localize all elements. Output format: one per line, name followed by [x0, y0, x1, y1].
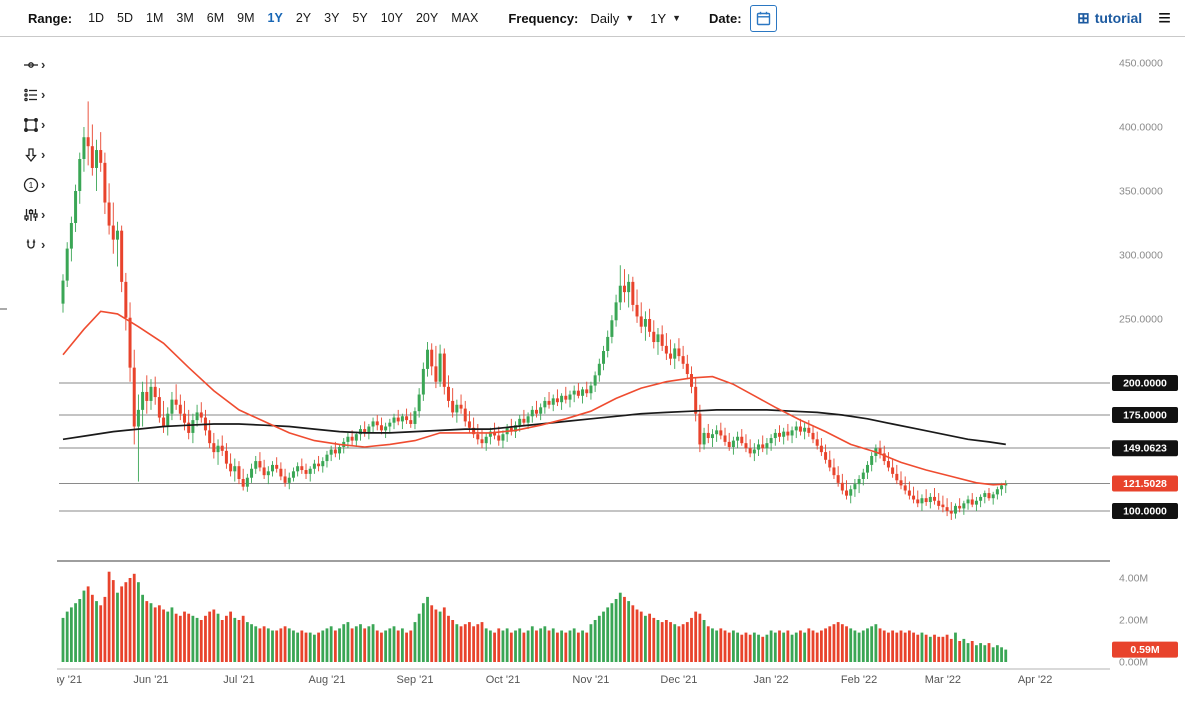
range-button-max[interactable]: MAX	[445, 8, 484, 28]
shape-tool[interactable]: ›	[22, 111, 57, 138]
svg-text:Jul '21: Jul '21	[223, 674, 254, 686]
svg-text:May '21: May '21	[57, 674, 82, 686]
range-buttons: 1D 5D 1M 3M 6M 9M 1Y 2Y 3Y 5Y 10Y 20Y MAX	[82, 8, 484, 28]
grid-icon: ⊞	[1077, 9, 1090, 27]
svg-text:Jan '22: Jan '22	[754, 674, 789, 686]
svg-text:4.00M: 4.00M	[1119, 573, 1148, 585]
sliders-icon	[24, 208, 38, 221]
range-button-3m[interactable]: 3M	[170, 8, 199, 28]
period-select[interactable]: 1Y ▼	[646, 8, 685, 29]
frequency-select[interactable]: Daily ▼	[586, 8, 638, 29]
svg-text:450.0000: 450.0000	[1119, 58, 1163, 70]
range-button-1d[interactable]: 1D	[82, 8, 110, 28]
range-label: Range:	[28, 10, 73, 26]
svg-text:Mar '22: Mar '22	[925, 674, 961, 686]
magnet-snap-tool[interactable]: ›	[22, 231, 57, 258]
brand-text: tutorial	[1094, 10, 1143, 26]
range-button-1y[interactable]: 1Y	[262, 8, 289, 28]
period-value: 1Y	[650, 10, 667, 26]
date-label: Date:	[709, 10, 742, 26]
indicator-settings-tool[interactable]: ›	[22, 201, 57, 228]
arrow-down-icon	[25, 147, 37, 162]
drawings-list-tool[interactable]: ›	[22, 81, 57, 108]
chevron-down-icon: ▼	[625, 13, 635, 23]
time-axis-labels: May '21 Jun '21 Jul '21 Aug '21 Sep '21 Oct '…	[57, 674, 1052, 686]
range-button-10y[interactable]: 10Y	[375, 8, 409, 28]
svg-text:400.0000: 400.0000	[1119, 122, 1163, 134]
left-edge-tick	[0, 308, 7, 310]
chevron-right-icon: ›	[41, 237, 46, 252]
svg-text:121.5028: 121.5028	[1123, 478, 1167, 490]
chart-area[interactable]: 450.0000 400.0000 350.0000 300.0000 250.0000…	[57, 37, 1185, 701]
svg-text:Dec '21: Dec '21	[660, 674, 697, 686]
volume-bars	[61, 571, 1008, 662]
svg-text:149.0623: 149.0623	[1123, 443, 1167, 455]
svg-text:0.59M: 0.59M	[1130, 644, 1159, 656]
magnet-icon	[26, 239, 36, 249]
svg-text:Feb '22: Feb '22	[841, 674, 877, 686]
chevron-right-icon: ›	[41, 87, 46, 102]
range-button-1m[interactable]: 1M	[140, 8, 169, 28]
svg-text:Apr '22: Apr '22	[1018, 674, 1053, 686]
range-button-5y[interactable]: 5Y	[346, 8, 373, 28]
svg-text:300.0000: 300.0000	[1119, 250, 1163, 262]
frequency-label: Frequency:	[508, 10, 579, 26]
svg-text:Nov '21: Nov '21	[572, 674, 609, 686]
svg-text:Sep '21: Sep '21	[397, 674, 434, 686]
svg-text:2.00M: 2.00M	[1119, 615, 1148, 627]
calendar-icon	[756, 11, 770, 25]
date-picker-button[interactable]	[749, 4, 777, 32]
chevron-right-icon: ›	[41, 57, 46, 72]
circle-one-icon: 1	[23, 177, 39, 192]
svg-text:100.0000: 100.0000	[1123, 506, 1167, 518]
range-button-6m[interactable]: 6M	[201, 8, 230, 28]
svg-text:Aug '21: Aug '21	[309, 674, 346, 686]
range-button-20y[interactable]: 20Y	[410, 8, 444, 28]
top-toolbar: Range: 1D 5D 1M 3M 6M 9M 1Y 2Y 3Y 5Y 10Y 20Y MAX Fre…	[0, 0, 1185, 37]
candlesticks	[61, 101, 1008, 520]
drawing-tools-sidebar: › › › › 1 › › ›	[0, 37, 57, 258]
list-icon	[24, 88, 37, 101]
svg-text:200.0000: 200.0000	[1123, 378, 1167, 390]
segment-icon	[24, 61, 38, 68]
slow-ma-line	[62, 409, 1006, 446]
polygon-icon	[24, 117, 38, 132]
chevron-down-icon: ▼	[672, 13, 682, 23]
range-button-3y[interactable]: 3Y	[318, 8, 345, 28]
candlestick-chart[interactable]: 450.0000 400.0000 350.0000 300.0000 250.0000…	[57, 37, 1185, 701]
price-axis-labels: 450.0000 400.0000 350.0000 300.0000 250.0000…	[1119, 58, 1163, 669]
svg-text:1: 1	[29, 180, 34, 190]
range-button-5d[interactable]: 5D	[111, 8, 139, 28]
svg-text:0.00M: 0.00M	[1119, 657, 1148, 669]
range-button-2y[interactable]: 2Y	[290, 8, 317, 28]
axis-badges: 200.0000 175.0000 149.0623 121.5028 100.0000…	[1112, 375, 1178, 658]
svg-text:175.0000: 175.0000	[1123, 410, 1167, 422]
brand-link[interactable]: ⊞ tutorial	[1077, 10, 1142, 26]
label-annotation-tool[interactable]: 1 ›	[22, 171, 57, 198]
fast-ma-line	[62, 310, 1006, 486]
price-level-lines	[59, 382, 1110, 512]
frequency-value: Daily	[590, 10, 620, 26]
svg-text:Jun '21: Jun '21	[133, 674, 168, 686]
chevron-right-icon: ›	[41, 177, 46, 192]
svg-text:Oct '21: Oct '21	[486, 674, 521, 686]
chevron-right-icon: ›	[41, 117, 46, 132]
chevron-right-icon: ›	[41, 207, 46, 222]
range-button-9m[interactable]: 9M	[231, 8, 260, 28]
trend-line-tool[interactable]: ›	[22, 51, 57, 78]
svg-text:350.0000: 350.0000	[1119, 186, 1163, 198]
chevron-right-icon: ›	[41, 147, 46, 162]
menu-button[interactable]: ≡	[1158, 5, 1171, 30]
svg-text:250.0000: 250.0000	[1119, 314, 1163, 326]
arrow-annotation-tool[interactable]: ›	[22, 141, 57, 168]
